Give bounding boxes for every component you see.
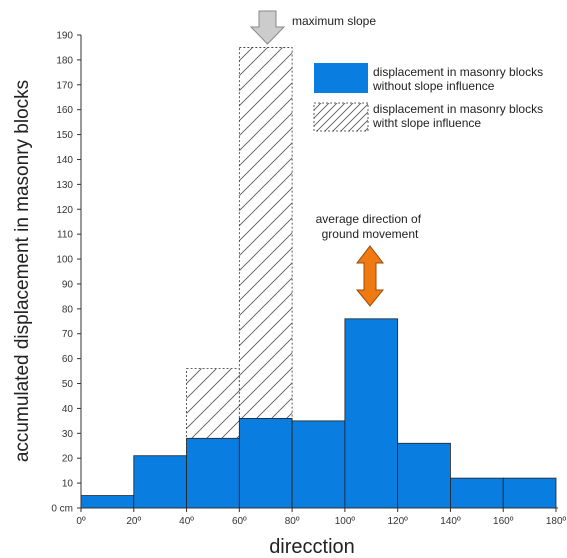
solid-bar [238,417,293,509]
y-tick-label: 180 [56,55,73,66]
solid-bar [450,477,504,509]
legend-label-solid-line2: without slope influence [372,79,495,93]
y-tick-label: 110 [57,230,73,241]
legend-label-solid-line1: displacement in masonry blocks [373,65,543,79]
legend-label-hatched: displacement in masonry blocks witht slo… [372,102,546,130]
y-tick-label: 160 [56,105,73,116]
ground-movement-label-line2: ground movement [322,227,419,241]
solid-bar [186,437,240,509]
y-tick-label: 90 [62,279,74,290]
legend-swatch-hatched [313,102,369,132]
y-tick-label: 10 [62,479,74,490]
y-tick-label: 0 cm [51,504,73,515]
y-tick-label: 120 [56,205,73,216]
ground-movement-label-line1: average direction of [316,212,422,226]
solid-bar [133,455,187,509]
solid-bar [291,420,346,509]
solid-bar [344,318,399,509]
legend: displacement in masonry blocks without s… [313,63,546,132]
maximum-slope-annotation: maximum slope [249,10,376,45]
x-tick-label: 80º [285,516,300,527]
y-tick-label: 100 [56,255,73,266]
x-tick-label: 140º [440,516,461,527]
x-tick-label: 160º [493,516,514,527]
y-tick-label: 30 [62,429,74,440]
solid-bar [502,477,557,509]
solid-bars-group [80,318,557,509]
y-tick-label: 20 [62,454,74,465]
y-tick-label: 170 [56,80,73,91]
legend-label-hatched-line2: witht slope influence [372,116,481,130]
x-tick-label: 0º [76,516,86,527]
maximum-slope-label: maximum slope [292,14,376,28]
double-arrow-icon [355,245,385,307]
y-tick-label: 140 [56,155,73,166]
legend-label-solid: displacement in masonry blocks without s… [372,65,546,93]
ground-movement-annotation: average direction of ground movement [316,212,425,307]
x-tick-label: 20º [126,516,141,527]
y-axis-title: accumulated displacement in masonry bloc… [12,80,33,462]
y-tick-label: 40 [62,404,74,415]
y-tick-label: 190 [56,31,73,42]
y-tick-label: 80 [62,304,74,315]
legend-label-hatched-line1: displacement in masonry blocks [373,102,543,116]
y-tick-label: 70 [62,329,74,340]
y-tick-group: 0 cm 10 20 30 40 50 60 70 80 90 100 110 120 130 140 150… [51,31,81,515]
ground-movement-label: average direction of ground movement [316,212,425,241]
down-arrow-icon [249,10,286,45]
x-axis-title: direcction [269,536,355,558]
x-tick-label: 100º [335,516,356,527]
x-tick-label: 180º [546,516,567,527]
y-tick-label: 150 [56,130,73,141]
y-tick-label: 130 [56,180,73,191]
x-tick-group: 0º 20º 40º 60º 80º 100º 120º 140º 160º 180º [76,508,567,527]
x-tick-label: 40º [179,516,194,527]
solid-bar [80,495,135,509]
legend-swatch-solid [314,63,368,93]
y-tick-label: 60 [62,354,74,365]
y-tick-label: 50 [62,379,74,390]
x-tick-label: 120º [387,516,408,527]
x-tick-label: 60º [232,516,247,527]
solid-bar [397,442,451,509]
